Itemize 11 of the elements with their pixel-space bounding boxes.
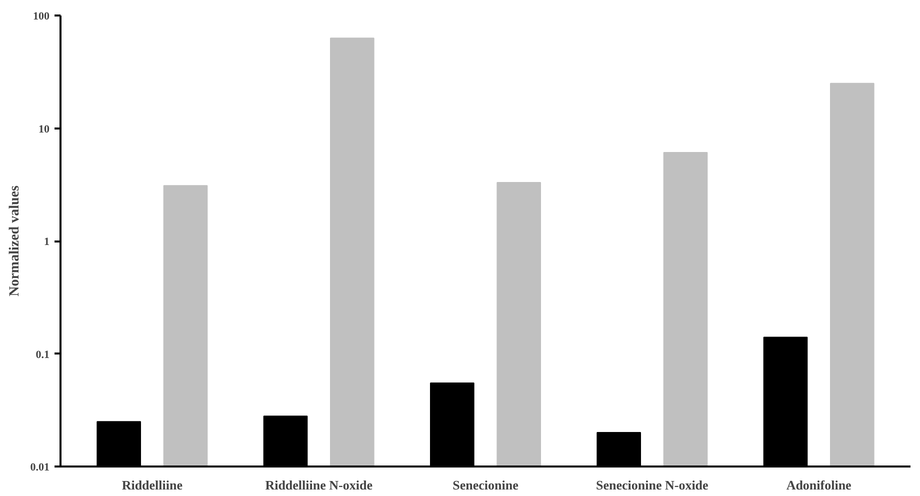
y-tick-label: 0.01 [30, 462, 50, 474]
y-tick-label: 100 [33, 10, 50, 22]
x-tick-label: Adonifoline [786, 478, 852, 492]
y-tick-label: 10 [38, 123, 50, 136]
x-tick-label: Senecionine N-oxide [596, 478, 709, 492]
x-tick-label: Riddelliine [122, 478, 183, 492]
y-axis-title: Normalized values [7, 185, 22, 296]
y-tick-label: 0.1 [36, 348, 50, 361]
x-tick-label: Senecionine [452, 478, 519, 492]
y-tick-label: 1 [44, 236, 50, 248]
x-tick-label: Riddelliine N-oxide [265, 478, 373, 492]
